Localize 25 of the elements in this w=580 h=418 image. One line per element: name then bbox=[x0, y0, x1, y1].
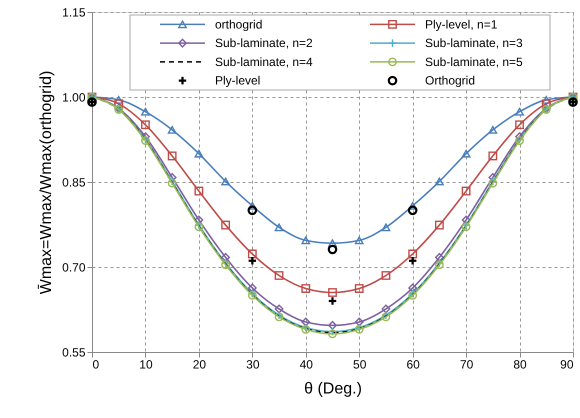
y-tick-label: 1.15 bbox=[62, 6, 86, 20]
x-tick-label: 80 bbox=[513, 358, 528, 372]
y-tick-label: 0.85 bbox=[62, 176, 86, 190]
x-axis-title: θ (Deg.) bbox=[304, 380, 362, 398]
x-tick-label: 90 bbox=[560, 358, 574, 372]
x-tick-label: 50 bbox=[353, 358, 367, 372]
legend-label: Orthogrid bbox=[425, 74, 476, 88]
x-tick-label: 20 bbox=[192, 358, 206, 372]
legend-label: Sub-laminate, n=4 bbox=[215, 54, 314, 69]
legend-label: Ply-level, n=1 bbox=[425, 17, 498, 32]
x-tick-label: 40 bbox=[300, 358, 314, 372]
x-tick-label: 60 bbox=[406, 358, 420, 372]
legend-label: orthogrid bbox=[215, 17, 262, 32]
y-tick-label: 0.55 bbox=[62, 346, 86, 360]
legend-label: Sub-laminate, n=5 bbox=[425, 54, 524, 69]
x-tick-label: 30 bbox=[246, 358, 260, 372]
legend-label: Sub-laminate, n=3 bbox=[425, 36, 524, 50]
y-tick-label: 0.70 bbox=[62, 260, 86, 274]
x-tick-label: 0 bbox=[92, 358, 100, 372]
x-tick-label: 10 bbox=[139, 358, 153, 372]
legend-label: Sub-laminate, n=2 bbox=[215, 36, 314, 50]
y-tick-label: 1.00 bbox=[62, 90, 86, 104]
legend-label: Ply-level bbox=[215, 74, 260, 88]
y-axis-title: W̄max=Wmax/Wmax(orthogrid) bbox=[38, 70, 56, 294]
x-tick-label: 70 bbox=[460, 358, 474, 372]
